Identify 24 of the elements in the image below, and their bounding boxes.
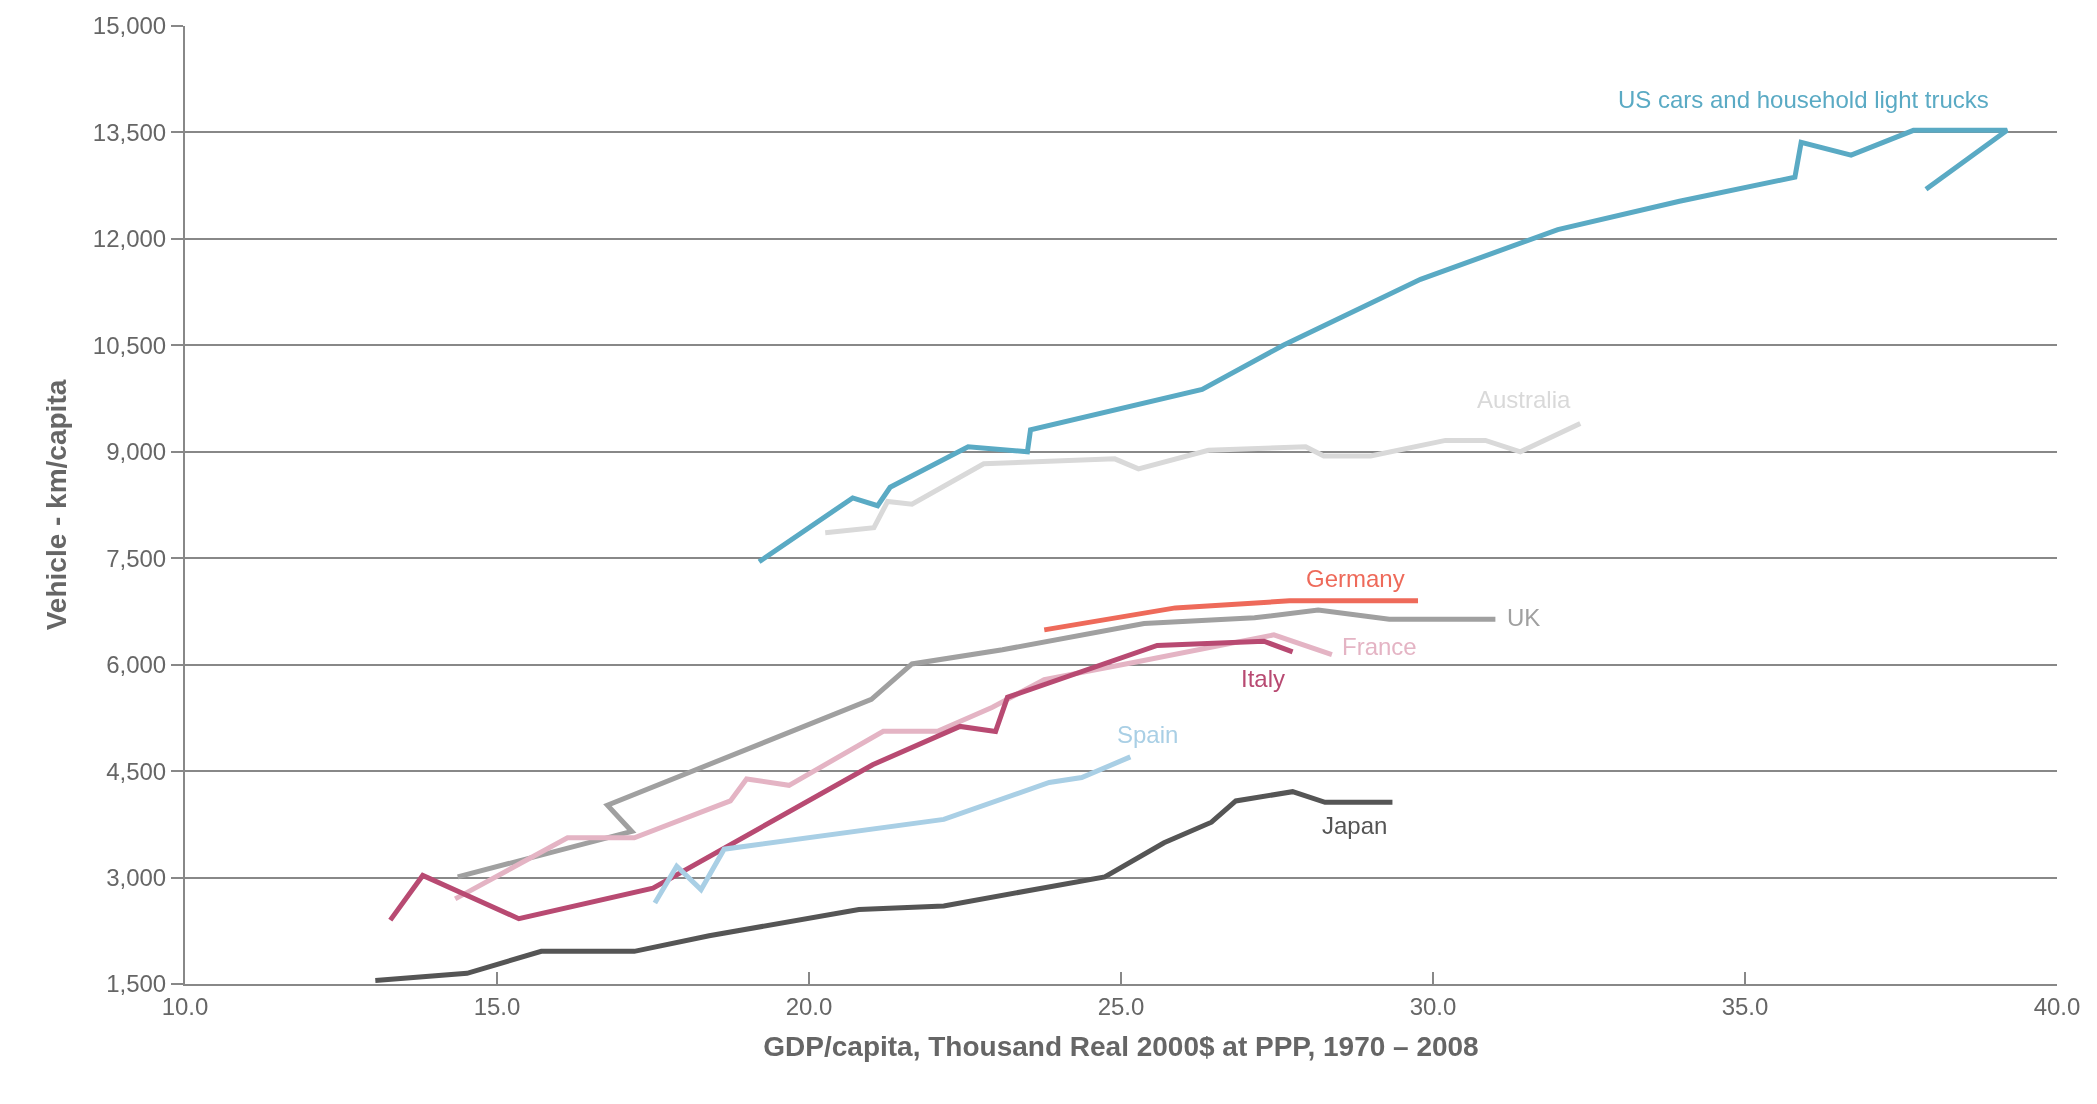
y-tick-label: 3,000 [106, 863, 167, 891]
series-label: Germany [1306, 565, 1405, 592]
y-tick-label: 10,500 [92, 331, 167, 359]
y-axis-title: Vehicle - km/capita [40, 379, 72, 631]
y-tick-label: 12,000 [92, 225, 167, 253]
y-tick-label: 7,500 [106, 544, 167, 572]
series-label: Italy [1241, 665, 1286, 692]
x-tick-label: 40.0 [2033, 992, 2081, 1020]
x-tick-label: 30.0 [1409, 992, 1457, 1020]
y-tick-label: 4,500 [106, 757, 167, 785]
x-tick-label: 15.0 [473, 992, 521, 1020]
y-tick-label: 15,000 [92, 12, 167, 40]
y-tick-label: 6,000 [106, 651, 167, 679]
series-label: Spain [1117, 721, 1179, 748]
x-tick-label: 35.0 [1721, 992, 1769, 1020]
series-label: France [1342, 633, 1417, 660]
x-tick-label: 25.0 [1097, 992, 1145, 1020]
y-tick-label: 13,500 [92, 118, 167, 146]
x-tick-label: 20.0 [785, 992, 833, 1020]
series-label: Japan [1322, 812, 1388, 839]
series-label: US cars and household light trucks [1618, 86, 1989, 113]
x-axis-title: GDP/capita, Thousand Real 2000$ at PPP, 1970 – 2008 [763, 1031, 1479, 1063]
series-label: UK [1507, 604, 1541, 631]
y-tick-label: 9,000 [106, 438, 167, 466]
